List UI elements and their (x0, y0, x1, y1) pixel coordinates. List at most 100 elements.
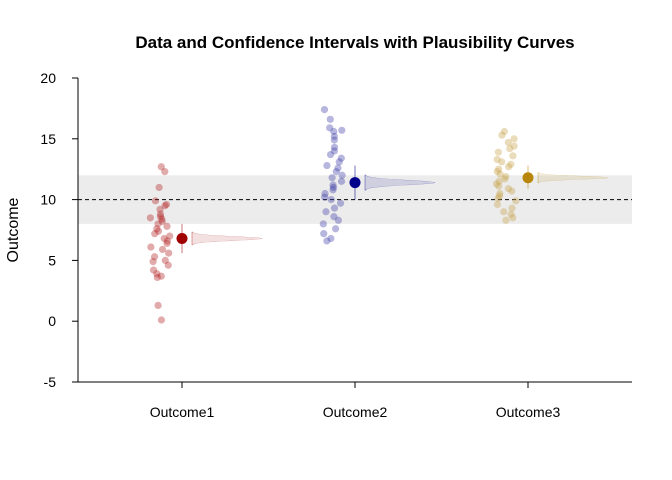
data-point (508, 204, 516, 212)
data-point (320, 230, 328, 238)
data-point (330, 143, 339, 151)
data-point (495, 192, 504, 200)
data-point (336, 199, 345, 207)
data-point (330, 127, 338, 136)
data-point (162, 200, 171, 209)
data-point (153, 273, 161, 282)
data-point (320, 106, 329, 114)
data-point (153, 270, 161, 278)
data-point (495, 182, 503, 190)
data-point (496, 189, 504, 198)
data-point (495, 165, 503, 173)
data-point (323, 237, 331, 245)
plausibility-curve (191, 231, 263, 246)
data-point (158, 245, 167, 254)
data-point (163, 222, 171, 230)
data-point (151, 230, 159, 238)
mean-point (522, 172, 534, 184)
data-point (493, 168, 501, 176)
data-point (332, 225, 340, 233)
data-point (327, 196, 335, 204)
data-point (147, 243, 155, 251)
data-point (512, 197, 520, 205)
y-tick-label: 15 (40, 131, 56, 147)
data-point (505, 163, 513, 171)
data-point (494, 148, 503, 156)
data-point (157, 163, 165, 171)
data-point (166, 232, 174, 240)
data-point (330, 204, 339, 212)
data-point (495, 177, 503, 185)
plausibility-curve (364, 174, 436, 191)
data-point (492, 180, 501, 188)
data-point (163, 239, 171, 247)
y-tick-label: 10 (40, 192, 56, 208)
data-point (157, 316, 166, 324)
data-point (496, 170, 504, 178)
data-point (161, 168, 169, 176)
data-point (155, 183, 163, 192)
data-point (338, 171, 346, 179)
data-point (154, 301, 162, 309)
data-point (330, 213, 338, 221)
data-point (153, 225, 161, 233)
data-point (328, 174, 336, 182)
mean-point (349, 177, 361, 189)
data-point (158, 217, 166, 226)
data-point (327, 234, 335, 243)
data-point (329, 183, 338, 192)
data-point (493, 200, 502, 209)
data-point (158, 215, 166, 223)
data-point (507, 160, 515, 168)
data-point (160, 234, 168, 243)
data-point (334, 164, 342, 172)
data-point (337, 177, 346, 185)
data-point (504, 185, 513, 193)
data-point (493, 155, 501, 164)
data-point (502, 216, 510, 224)
data-point (332, 168, 340, 176)
data-point (329, 186, 337, 194)
data-point (502, 172, 510, 181)
data-point (338, 126, 346, 134)
data-point (164, 261, 172, 269)
x-tick-label: Outcome3 (496, 404, 561, 420)
data-point (165, 249, 173, 257)
data-point (510, 142, 518, 150)
x-tick-label: Outcome1 (150, 404, 215, 420)
y-tick-label: 20 (40, 70, 56, 86)
series-outcome1 (146, 163, 263, 324)
data-point (321, 189, 329, 198)
data-point (326, 124, 334, 132)
mean-point (176, 233, 188, 245)
data-point (330, 136, 338, 144)
data-point (156, 213, 165, 221)
data-point (326, 151, 335, 159)
data-point (500, 208, 508, 216)
data-point (330, 132, 338, 140)
data-point (330, 147, 338, 155)
data-point (507, 210, 515, 218)
data-point (510, 135, 518, 143)
data-point (149, 258, 157, 266)
data-point (504, 138, 512, 147)
data-point (319, 220, 327, 228)
data-point (506, 144, 514, 153)
y-axis-label: Outcome (5, 197, 22, 262)
series-outcome3 (492, 127, 609, 224)
data-point (508, 187, 516, 195)
series-outcome2 (319, 106, 436, 245)
data-point (337, 154, 345, 162)
data-point (500, 127, 508, 136)
data-point (149, 266, 158, 274)
data-point (322, 208, 330, 216)
data-point (323, 161, 331, 170)
data-point (321, 193, 329, 201)
data-point (498, 131, 506, 139)
data-point (335, 158, 343, 166)
plausibility-curve (537, 172, 609, 184)
data-point (509, 152, 517, 160)
chart-title: Data and Confidence Intervals with Plaus… (135, 33, 574, 52)
data-point (498, 158, 506, 166)
